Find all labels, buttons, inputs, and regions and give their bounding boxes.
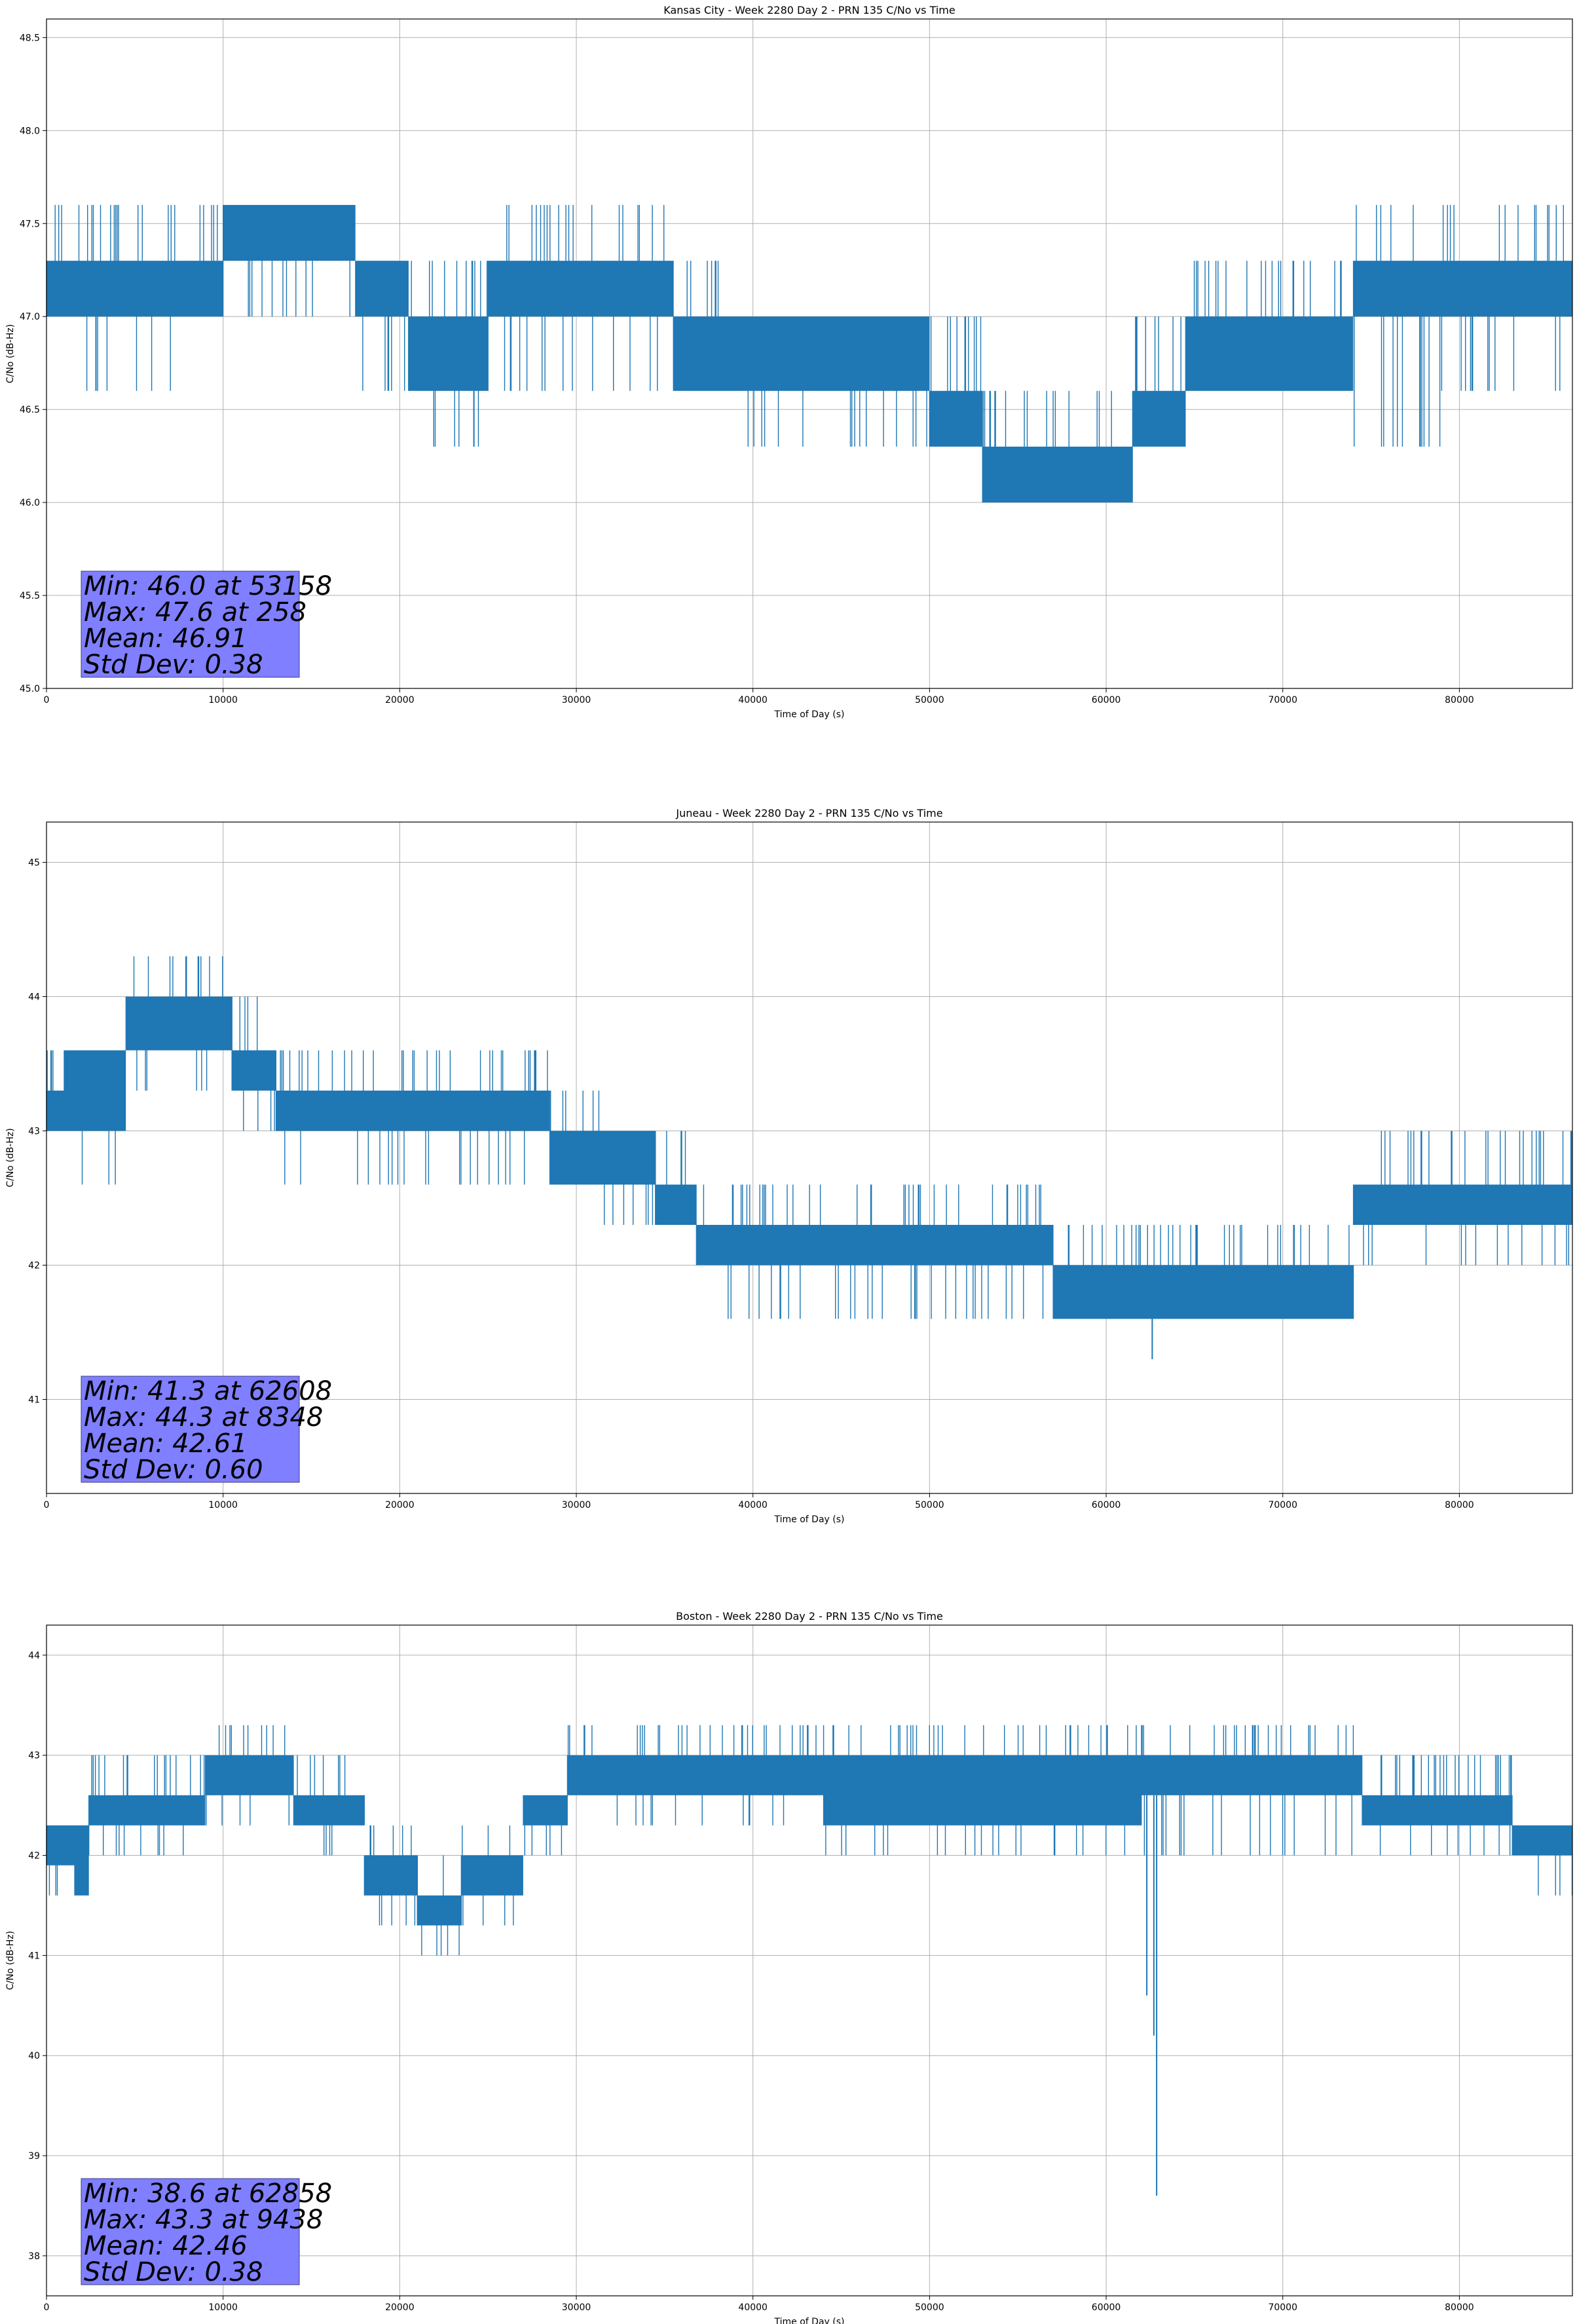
x-tick-label: 70000 [1268,695,1297,705]
x-tick-label: 50000 [915,695,944,705]
stats-text-line3: Mean: 42.61 [84,1429,248,1459]
x-tick-label: 10000 [208,1500,238,1510]
stats-box [81,1376,300,1483]
x-tick-label: 0 [44,2302,50,2313]
x-tick-label: 40000 [738,2302,768,2313]
chart-panel-1: 0 10000 20000 30000 40000 50000 60000 70000 8000… [5,4,1573,720]
x-axis-label: Time of Day (s) [774,709,845,720]
y-tick-label: 41 [28,1395,40,1406]
stats-text-line3: Mean: 46.91 [84,624,248,654]
y-tick-label: 42 [28,1261,40,1271]
y-tick-label: 48.0 [20,126,40,136]
x-tick-label: 50000 [915,1500,944,1510]
stats-text-line1: Min: 46.0 at 53158 [84,571,332,601]
stats-box [81,2178,300,2285]
x-tick-label: 80000 [1445,2302,1474,2313]
stats-text-line2: Max: 44.3 at 8348 [84,1402,323,1433]
y-tick-label: 44 [28,992,40,1003]
y-axis-label: C/No (dB-Hz) [5,324,16,383]
chart-panel-2: 0 10000 20000 30000 40000 50000 60000 70000 8000… [5,807,1573,1525]
stats-box [81,571,300,678]
x-tick-label: 40000 [738,695,768,705]
stats-text-line1: Min: 41.3 at 62608 [84,1376,332,1406]
x-tick-label: 60000 [1092,1500,1121,1510]
stats-text-line2: Max: 43.3 at 9438 [84,2205,323,2235]
plot-frame [46,1624,1573,2296]
x-tick-label: 0 [44,1500,50,1510]
x-tick-label: 60000 [1092,2302,1121,2313]
x-tick-label: 70000 [1268,2302,1297,2313]
stats-text-line4: Std Dev: 0.60 [84,1455,263,1485]
y-tick-label: 44 [28,1651,40,1661]
y-axis-label: C/No (dB-Hz) [5,1931,16,1990]
y-tick-label: 47.0 [20,312,40,322]
x-tick-label: 20000 [385,2302,415,2313]
x-tick-label: 70000 [1268,1500,1297,1510]
stats-text-line4: Std Dev: 0.38 [84,650,263,680]
series-line [46,956,1573,1319]
x-axis-label: Time of Day (s) [774,1514,845,1525]
x-tick-label: 20000 [385,1500,415,1510]
x-tick-label: 0 [44,695,50,705]
series-line [46,1725,1573,1956]
y-tick-label: 46.5 [20,405,40,415]
y-tick-label: 43 [28,1751,40,1761]
x-tick-label: 60000 [1092,695,1121,705]
x-tick-label: 10000 [208,2302,238,2313]
x-tick-label: 80000 [1445,1500,1474,1510]
y-axis-label: C/No (dB-Hz) [5,1128,16,1187]
y-tick-label: 43 [28,1127,40,1137]
x-tick-label: 30000 [562,695,591,705]
x-tick-label: 20000 [385,695,415,705]
stats-text-line1: Min: 38.6 at 62858 [84,2179,332,2209]
stats-text-line2: Max: 47.6 at 258 [84,597,306,628]
x-tick-label: 10000 [208,695,238,705]
y-tick-label: 47.5 [20,219,40,229]
series-line [46,204,1573,503]
chart-panel-3: 0 10000 20000 30000 40000 50000 60000 70000 8000… [5,1610,1573,2324]
stats-text-line3: Mean: 42.46 [84,2231,248,2261]
stats-text-line4: Std Dev: 0.38 [84,2257,263,2287]
y-tick-label: 42 [28,1851,40,1862]
x-tick-label: 50000 [915,2302,944,2313]
y-tick-label: 39 [28,2151,40,2162]
y-tick-label: 45.5 [20,591,40,601]
y-tick-label: 41 [28,1951,40,1961]
x-tick-label: 30000 [562,2302,591,2313]
x-tick-label: 80000 [1445,695,1474,705]
chart-title: Boston - Week 2280 Day 2 - PRN 135 C/No … [676,1610,943,1622]
chart-title: Juneau - Week 2280 Day 2 - PRN 135 C/No … [675,807,942,819]
chart-title: Kansas City - Week 2280 Day 2 - PRN 135 … [663,4,955,16]
y-tick-label: 38 [28,2251,40,2262]
y-tick-label: 40 [28,2051,40,2061]
y-tick-label: 48.5 [20,33,40,43]
y-tick-label: 45 [28,858,40,869]
y-tick-label: 45.0 [20,684,40,694]
plot-frame [46,821,1573,1494]
y-tick-label: 46.0 [20,498,40,508]
x-axis-label: Time of Day (s) [774,2317,845,2324]
x-tick-label: 30000 [562,1500,591,1510]
plot-frame [46,18,1573,689]
x-tick-label: 40000 [738,1500,768,1510]
